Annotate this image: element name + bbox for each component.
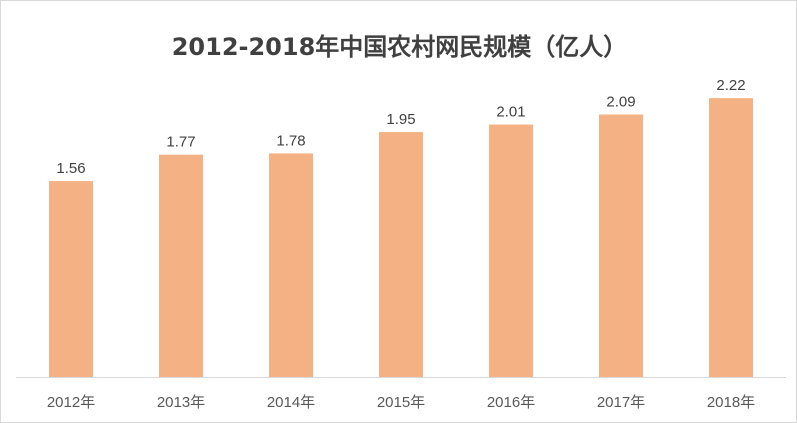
bar-2017年	[599, 114, 643, 377]
chart-title: 2012-2018年中国农村网民规模（亿人）	[171, 33, 628, 61]
data-label: 1.78	[276, 132, 305, 149]
x-tick-label: 2014年	[267, 394, 315, 411]
data-label: 1.95	[386, 111, 415, 128]
bar-2012年	[49, 181, 93, 377]
data-label: 1.77	[166, 134, 195, 151]
bar-2015年	[379, 132, 423, 377]
data-label: 1.56	[56, 160, 85, 177]
data-label: 2.09	[606, 93, 635, 110]
bar-2014年	[269, 153, 313, 377]
bar-2013年	[159, 154, 203, 377]
x-tick-label: 2018年	[707, 394, 755, 411]
data-label: 2.22	[716, 77, 745, 94]
bar-2016年	[489, 124, 533, 377]
x-tick-label: 2016年	[487, 394, 535, 411]
x-tick-label: 2017年	[597, 394, 645, 411]
bar-2018年	[709, 98, 753, 377]
x-tick-label: 2012年	[47, 394, 95, 411]
x-tick-label: 2015年	[377, 394, 425, 411]
data-label: 2.01	[496, 104, 525, 121]
x-tick-label: 2013年	[157, 394, 205, 411]
